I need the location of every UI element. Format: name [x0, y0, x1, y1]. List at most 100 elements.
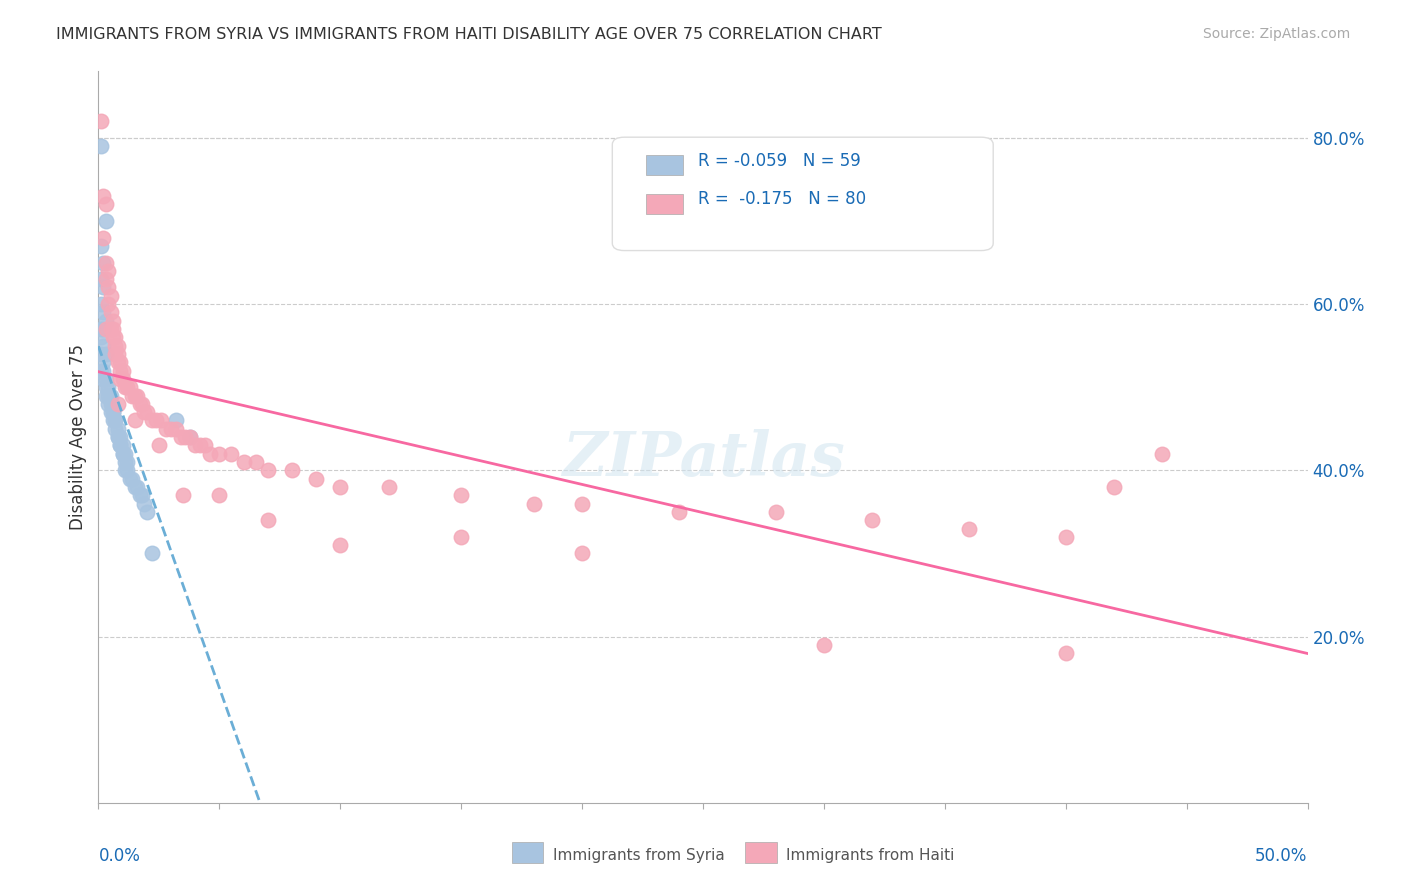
- Point: [100, 305, 122, 319]
- Point: [94, 380, 117, 394]
- Point: [765, 505, 787, 519]
- Point: [91, 230, 114, 244]
- Point: [91, 189, 114, 203]
- Point: [128, 488, 150, 502]
- Point: [90, 297, 112, 311]
- Point: [104, 413, 127, 427]
- Point: [90, 322, 112, 336]
- Point: [94, 372, 117, 386]
- Point: [169, 430, 191, 444]
- Point: [108, 438, 131, 452]
- Text: IMMIGRANTS FROM SYRIA VS IMMIGRANTS FROM HAITI DISABILITY AGE OVER 75 CORRELATIO: IMMIGRANTS FROM SYRIA VS IMMIGRANTS FROM…: [56, 27, 882, 42]
- Point: [100, 397, 122, 411]
- Point: [90, 239, 112, 253]
- Point: [256, 463, 278, 477]
- Point: [523, 497, 546, 511]
- Point: [94, 322, 117, 336]
- Point: [111, 447, 134, 461]
- Point: [107, 430, 129, 444]
- Point: [91, 305, 114, 319]
- Point: [141, 413, 163, 427]
- Point: [91, 338, 114, 352]
- Point: [127, 480, 149, 494]
- Point: [179, 430, 201, 444]
- Point: [198, 447, 221, 461]
- Point: [194, 438, 217, 452]
- Text: 50.0%: 50.0%: [1256, 847, 1308, 864]
- Point: [128, 397, 150, 411]
- Point: [117, 380, 139, 394]
- Point: [91, 322, 114, 336]
- Point: [1152, 447, 1174, 461]
- Point: [121, 388, 143, 402]
- Point: [148, 438, 170, 452]
- Point: [118, 472, 141, 486]
- Point: [100, 388, 122, 402]
- Point: [101, 405, 124, 419]
- Point: [101, 314, 124, 328]
- Point: [188, 438, 211, 452]
- Point: [184, 438, 207, 452]
- Point: [90, 347, 112, 361]
- Point: [121, 472, 143, 486]
- Text: Immigrants from Syria: Immigrants from Syria: [553, 848, 725, 863]
- Point: [91, 372, 114, 386]
- Point: [305, 472, 328, 486]
- Point: [97, 297, 120, 311]
- Text: R = -0.059   N = 59: R = -0.059 N = 59: [697, 152, 860, 169]
- Point: [174, 430, 197, 444]
- Point: [97, 397, 120, 411]
- Point: [101, 322, 124, 336]
- Point: [165, 422, 187, 436]
- Point: [111, 447, 134, 461]
- Text: ZIPatlas: ZIPatlas: [561, 429, 845, 489]
- Point: [329, 480, 352, 494]
- Point: [114, 463, 136, 477]
- Point: [377, 480, 399, 494]
- Point: [108, 438, 131, 452]
- Point: [107, 430, 129, 444]
- Point: [208, 488, 231, 502]
- Text: R =  -0.175   N = 80: R = -0.175 N = 80: [697, 190, 866, 209]
- Point: [100, 289, 122, 303]
- Point: [813, 638, 835, 652]
- Point: [124, 413, 146, 427]
- Point: [94, 314, 117, 328]
- Point: [281, 463, 304, 477]
- Point: [94, 197, 117, 211]
- Point: [90, 272, 112, 286]
- Point: [179, 430, 201, 444]
- Point: [114, 447, 136, 461]
- Point: [118, 380, 141, 394]
- Text: Source: ZipAtlas.com: Source: ZipAtlas.com: [1202, 27, 1350, 41]
- Y-axis label: Disability Age Over 75: Disability Age Over 75: [69, 344, 87, 530]
- Point: [111, 363, 134, 377]
- Point: [232, 455, 254, 469]
- Point: [155, 422, 177, 436]
- Point: [131, 397, 153, 411]
- Point: [450, 530, 472, 544]
- Point: [97, 380, 120, 394]
- Point: [450, 488, 472, 502]
- Point: [135, 405, 157, 419]
- Bar: [745, 842, 776, 863]
- Point: [160, 422, 183, 436]
- Point: [104, 338, 127, 352]
- Point: [165, 413, 187, 427]
- Point: [135, 505, 157, 519]
- Text: Immigrants from Haiti: Immigrants from Haiti: [786, 848, 955, 863]
- Point: [104, 413, 127, 427]
- Point: [101, 330, 124, 344]
- Point: [108, 363, 131, 377]
- Point: [97, 388, 120, 402]
- Point: [91, 363, 114, 377]
- Point: [107, 347, 129, 361]
- Point: [100, 405, 122, 419]
- Point: [100, 322, 122, 336]
- Bar: [647, 155, 683, 175]
- Point: [107, 397, 129, 411]
- FancyBboxPatch shape: [613, 137, 993, 251]
- Point: [117, 463, 139, 477]
- Point: [1054, 646, 1077, 660]
- Point: [90, 114, 112, 128]
